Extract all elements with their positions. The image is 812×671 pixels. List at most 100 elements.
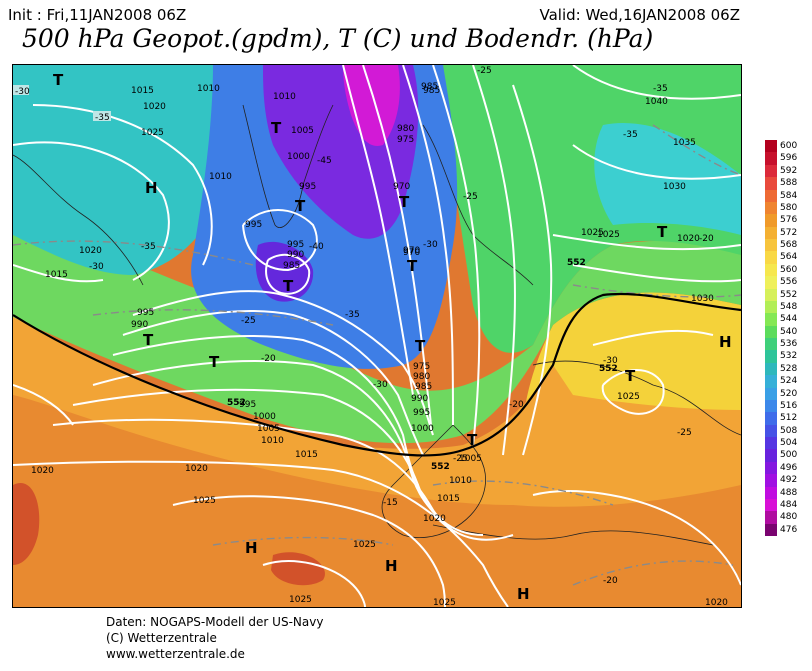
legend-entry: 584 [762, 189, 802, 202]
low-center: T [399, 193, 410, 211]
credits: Daten: NOGAPS-Modell der US-Navy (C) Wet… [106, 614, 323, 662]
temperature-label: -20 [509, 400, 524, 410]
legend-swatch [765, 214, 777, 227]
pressure-label: 1015 [131, 86, 154, 96]
legend-entry: 600 [762, 140, 802, 153]
temperature-label: -30 [423, 240, 438, 250]
coastlines [13, 104, 741, 546]
pressure-label: 1010 [273, 92, 296, 102]
pressure-label: 975 [413, 362, 430, 372]
pressure-labels: 1015 1020 1025 1010 1010 1005 1000 995 9… [31, 82, 728, 607]
legend-swatch [765, 177, 777, 190]
legend-label: 524 [780, 376, 798, 387]
credits-url[interactable]: www.wetterzentrale.de [106, 647, 245, 661]
legend-swatch [765, 152, 777, 165]
legend-label: 544 [780, 314, 798, 325]
legend-label: 548 [780, 301, 798, 312]
geopotential-552-line [13, 292, 741, 457]
geopotential-label: 552 [227, 398, 246, 408]
pressure-label: 970 [403, 246, 420, 256]
legend-label: 556 [780, 277, 798, 288]
legend-swatch [765, 437, 777, 450]
legend-label: 600 [780, 141, 798, 151]
pressure-label: 1020 [185, 464, 208, 474]
high-center: H [385, 557, 398, 575]
legend-entry: 508 [762, 424, 802, 437]
pressure-label: 995 [413, 408, 430, 418]
pressure-label: 995 [299, 182, 316, 192]
legend-swatch [765, 189, 777, 202]
pressure-label: 995 [245, 220, 262, 230]
temperature-label: -35 [95, 113, 110, 123]
legend-label: 528 [780, 363, 798, 374]
legend-label: 500 [780, 450, 798, 461]
pressure-label: 990 [411, 394, 428, 404]
legend-label: 492 [780, 475, 798, 486]
legend-swatch [765, 350, 777, 363]
legend-label: 572 [780, 227, 798, 238]
legend-swatch [765, 276, 777, 289]
legend-label: 576 [780, 215, 798, 226]
legend-entry: 572 [762, 226, 802, 239]
legend-entry: 544 [762, 313, 802, 326]
pressure-label: 1020 [705, 598, 728, 607]
pressure-label: 975 [397, 135, 414, 145]
pressure-label: 1010 [197, 84, 220, 94]
legend-entry: 504 [762, 437, 802, 450]
pressure-label: 1025 [353, 540, 376, 550]
legend-swatch [765, 300, 777, 314]
legend-label: 512 [780, 413, 798, 424]
low-center: T [467, 431, 478, 449]
legend-entry: 552 [762, 288, 802, 301]
temperature-labels: -30 -35 -35 -30 -45 -40 -30 -35 -25 -20 … [13, 66, 714, 586]
green-belt [13, 215, 741, 444]
high-center: H [719, 333, 732, 351]
legend-swatch [765, 387, 777, 400]
low-center: T [209, 353, 220, 371]
pressure-label: 1010 [261, 436, 284, 446]
low-center: T [143, 331, 154, 349]
pressure-label: 1025 [433, 598, 456, 607]
legend-entry: 548 [762, 300, 802, 314]
map-title: 500 hPa Geopot.(gpdm), T (C) und Bodendr… [22, 24, 654, 53]
legend-entry: 560 [762, 263, 802, 277]
legend-label: 484 [780, 499, 798, 510]
pressure-label: 1025 [141, 128, 164, 138]
legend-swatch [765, 226, 777, 239]
pressure-label: 990 [287, 250, 304, 260]
legend-label: 480 [780, 512, 798, 523]
pressure-label: 985 [415, 382, 432, 392]
legend-entry: 512 [762, 412, 802, 425]
pressure-label: 1000 [287, 152, 310, 162]
orange-low [13, 483, 40, 565]
legend-label: 536 [780, 339, 798, 349]
credits-copyright: (C) Wetterzentrale [106, 631, 217, 645]
pressure-label: 1020 [79, 246, 102, 256]
pressure-label: 990 [131, 320, 148, 330]
legend-swatch [765, 498, 777, 512]
pressure-label: 995 [239, 400, 256, 410]
pressure-label: 1010 [209, 172, 232, 182]
pressure-label: 995 [137, 308, 154, 318]
temperature-label: -35 [141, 242, 156, 252]
pressure-label: 1020 [143, 102, 166, 112]
legend-swatch [765, 362, 777, 376]
legend-swatch [765, 461, 777, 475]
legend-entry: 576 [762, 214, 802, 227]
legend-label: 592 [780, 165, 798, 176]
pressure-label: 970 [393, 182, 410, 192]
magenta-core [343, 65, 400, 146]
low-center: T [657, 223, 668, 241]
legend-swatch [765, 239, 777, 252]
legend-entry: 500 [762, 449, 802, 462]
pressure-label: 1015 [45, 270, 68, 280]
pressure-label: 985 [421, 82, 438, 92]
pressure-label: 1000 [253, 412, 276, 422]
geopotential-labels: 552 552 552 552 [227, 258, 618, 472]
pressure-label: 995 [287, 240, 304, 250]
legend-entry: 588 [762, 177, 802, 190]
legend-swatch [765, 338, 777, 351]
legend-label: 532 [780, 351, 798, 362]
temperature-label: -30 [89, 262, 104, 272]
pressure-label: 1000 [411, 424, 434, 434]
